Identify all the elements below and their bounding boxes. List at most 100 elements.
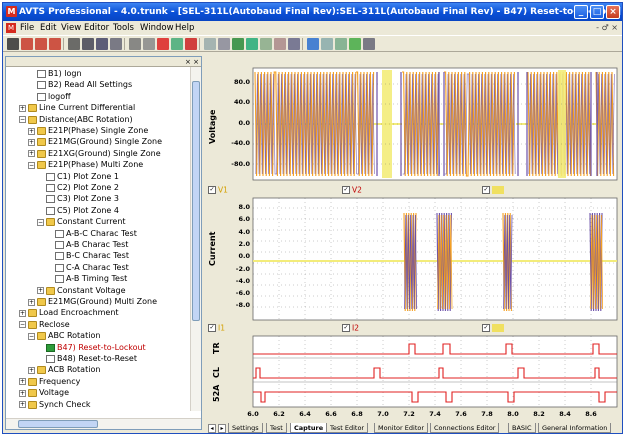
expand-icon[interactable]: + [28,298,35,306]
mdi-controls[interactable]: - ♂ × [596,23,618,32]
capture-chart-area[interactable]: Voltage Current ✓ V1 ✓ V2 ✓ ✓ I1 ✓ I2 ✓ 80.0 40.0… [206,56,620,421]
tab-basic[interactable]: BASIC [508,423,536,433]
tree-item[interactable]: − Constant Current [37,217,126,227]
legend-item[interactable]: ✓ I2 [342,322,359,333]
legend-item[interactable]: ✓ [482,184,504,195]
tree-item[interactable]: A-B Charac Test [46,240,128,250]
legend-checkbox[interactable]: ✓ [342,324,350,332]
cancel-icon[interactable] [274,38,286,50]
monitor-icon[interactable] [349,38,361,50]
menu-editor[interactable]: Editor [84,23,110,33]
step-icon[interactable] [246,38,258,50]
tree-horizontal-scrollbar[interactable] [6,418,201,429]
expand-icon[interactable]: + [37,287,44,295]
pause-icon[interactable] [260,38,272,50]
tree-item[interactable]: + E21XG(Ground) Single Zone [28,149,161,159]
tree-item[interactable]: + E21MG(Ground) Multi Zone [28,297,157,307]
expand-icon[interactable]: + [28,127,35,135]
tree-item[interactable]: C2) Plot Zone 2 [37,183,119,193]
tree-item[interactable]: B1) logn [28,69,82,79]
legend-item[interactable]: ✓ [482,322,504,333]
menu-help[interactable]: Help [175,23,195,33]
document-menu-icon[interactable]: M [6,23,16,33]
tree-item[interactable]: B47) Reset-to-Lockout [37,343,146,353]
collapse-icon[interactable]: − [37,218,44,226]
expand-icon[interactable]: + [28,150,35,158]
menu-edit[interactable]: Edit [40,23,57,33]
legend-checkbox[interactable]: ✓ [482,186,490,194]
tree-item[interactable]: C-A Charac Test [46,263,129,273]
menu-view[interactable]: View [61,23,82,33]
tree-item[interactable]: + E21P(Phase) Single Zone [28,126,148,136]
tab-capture[interactable]: Capture [290,423,328,433]
collapse-icon[interactable]: − [28,332,35,340]
help-icon[interactable] [171,38,183,50]
stop-icon[interactable] [185,38,197,50]
legend-item[interactable]: ✓ V2 [342,184,362,195]
expand-icon[interactable]: + [19,378,26,386]
tree-item[interactable]: + ACB Rotation [28,365,100,375]
tree-item[interactable]: + Frequency [19,377,80,387]
tree-item[interactable]: + E21MG(Ground) Single Zone [28,137,162,147]
undo-icon[interactable] [110,38,122,50]
tab-monitor-editor[interactable]: Monitor Editor [374,423,429,433]
print-icon[interactable] [129,38,141,50]
tree-item[interactable]: C1) Plot Zone 1 [37,172,119,182]
legend-item[interactable]: ✓ I1 [208,322,225,333]
legend-checkbox[interactable]: ✓ [208,186,216,194]
cut-icon[interactable] [68,38,80,50]
close-icon[interactable]: × [606,5,620,19]
tab-scroll-left-icon[interactable]: ◂ [208,424,216,433]
run-all-icon[interactable] [35,38,47,50]
tab-scroll-right-icon[interactable]: ▸ [218,424,226,433]
paste-icon[interactable] [96,38,108,50]
run-selected-icon[interactable] [49,38,61,50]
copy-icon[interactable] [82,38,94,50]
close-panel-icon[interactable]: × × [185,58,199,66]
tools-icon[interactable] [363,38,375,50]
run-icon[interactable] [21,38,33,50]
collapse-icon[interactable]: − [28,161,35,169]
legend-item[interactable]: ✓ V1 [208,184,228,195]
expand-icon[interactable]: + [28,366,35,374]
tree-item[interactable]: + Constant Voltage [37,286,126,296]
table-icon[interactable] [218,38,230,50]
scroll-thumb[interactable] [192,81,200,321]
tree-item[interactable]: + Voltage [19,388,69,398]
tree-item[interactable]: B48) Reset-to-Reset [37,354,137,364]
report-icon[interactable] [157,38,169,50]
tree-item[interactable]: A-B Timing Test [46,274,127,284]
tab-general-information[interactable]: General Information [538,423,612,433]
settings-icon[interactable] [335,38,347,50]
tree-vertical-scrollbar[interactable] [190,67,201,411]
tab-connections-editor[interactable]: Connections Editor [430,423,500,433]
tree-item[interactable]: B-C Charac Test [46,251,129,261]
waveform-plots[interactable] [206,56,620,421]
tree-item[interactable]: C3) Plot Zone 3 [37,194,119,204]
scroll-thumb[interactable] [18,420,98,428]
tree-item[interactable]: − E21P(Phase) Multi Zone [28,160,143,170]
maximize-icon[interactable]: □ [590,5,604,19]
print-preview-icon[interactable] [143,38,155,50]
tree-item[interactable]: − Reclose [19,320,70,330]
tab-settings[interactable]: Settings [228,423,263,433]
tree-item[interactable]: logoff [28,92,71,102]
tree-item[interactable]: + Line Current Differential [19,103,135,113]
legend-checkbox[interactable]: ✓ [342,186,350,194]
expand-icon[interactable]: + [19,389,26,397]
grid-icon[interactable] [204,38,216,50]
save-icon[interactable] [7,38,19,50]
tab-test[interactable]: Test [266,423,287,433]
minimize-icon[interactable]: _ [574,5,588,19]
tree-item[interactable]: B2) Read All Settings [28,80,132,90]
menu-tools[interactable]: Tools [113,23,134,33]
tab-test-editor[interactable]: Test Editor [326,423,369,433]
tree-item[interactable]: − Distance(ABC Rotation) [19,115,133,125]
tree-item[interactable]: − ABC Rotation [28,331,100,341]
window-icon[interactable] [288,38,300,50]
collapse-icon[interactable]: − [19,321,26,329]
tree-item[interactable]: C5) Plot Zone 4 [37,206,119,216]
expand-icon[interactable]: + [19,401,26,409]
tree-item[interactable]: A-B-C Charac Test [46,229,137,239]
expand-icon[interactable]: + [19,309,26,317]
